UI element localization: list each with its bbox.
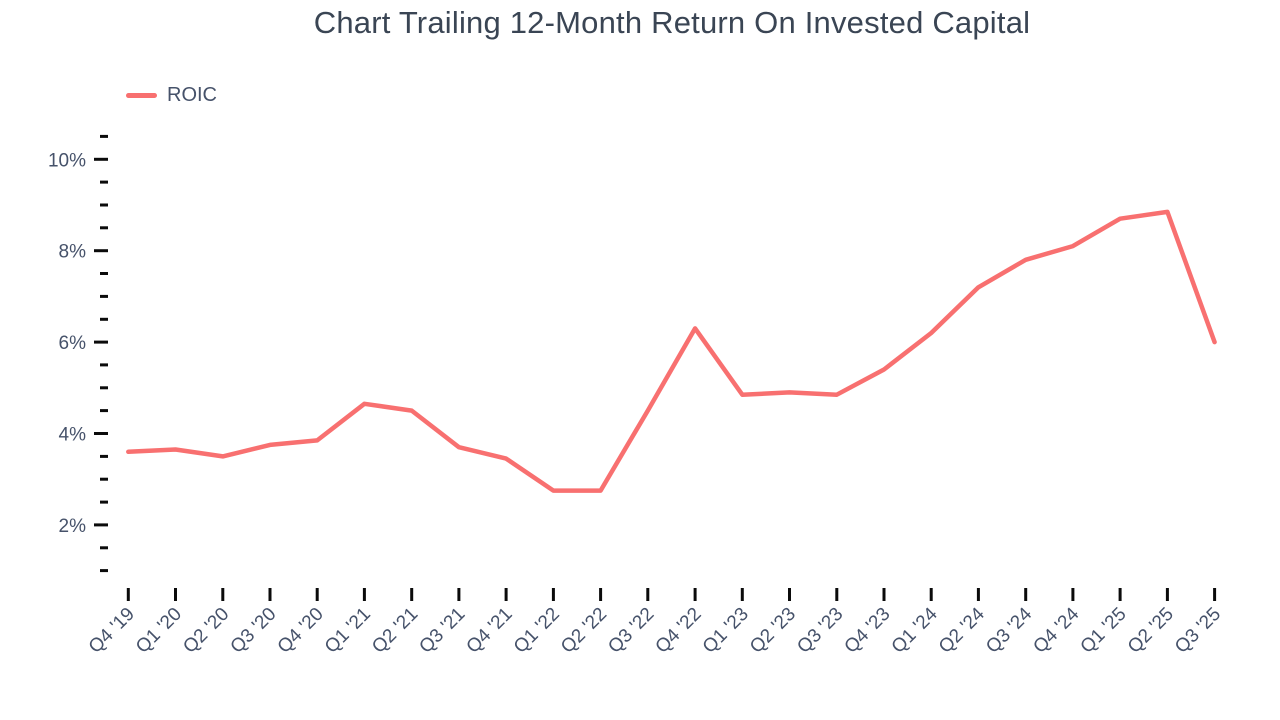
y-axis-label: 4% [59, 425, 87, 446]
x-axis-label: Q3 '25 [1171, 604, 1225, 658]
x-axis-label: Q4 '23 [841, 604, 895, 658]
x-axis-label: Q1 '20 [132, 604, 186, 658]
x-axis-label: Q1 '25 [1077, 604, 1131, 658]
legend: ROIC [126, 84, 217, 107]
x-axis-label: Q4 '24 [1029, 603, 1083, 657]
y-axis-label: 8% [59, 242, 87, 263]
x-axis-label: Q2 '24 [935, 603, 989, 657]
x-axis-label: Q2 '21 [368, 604, 422, 658]
x-axis-label: Q1 '21 [321, 604, 375, 658]
x-axis-label: Q3 '20 [227, 604, 281, 658]
x-axis-label: Q3 '22 [604, 604, 658, 658]
x-axis-label: Q2 '23 [746, 604, 800, 658]
chart-title: Chart Trailing 12-Month Return On Invest… [313, 5, 1031, 40]
x-axis-label: Q2 '20 [179, 604, 233, 658]
x-axis-label: Q4 '20 [274, 604, 328, 658]
x-axis-label: Q1 '24 [888, 603, 942, 657]
x-axis-label: Q2 '25 [1124, 604, 1178, 658]
legend-line-swatch [126, 93, 157, 98]
y-axis-label: 6% [59, 333, 87, 354]
x-axis-label: Q4 '19 [85, 604, 139, 658]
legend-series-label: ROIC [167, 84, 217, 106]
x-axis-label: Q3 '23 [793, 604, 847, 658]
x-axis-label: Q1 '22 [510, 604, 564, 658]
x-axis-label: Q3 '24 [982, 603, 1036, 657]
x-axis-label: Q4 '21 [463, 604, 517, 658]
x-axis-label: Q1 '23 [699, 604, 753, 658]
roic-line [126, 209, 1217, 493]
x-axis-label: Q3 '21 [415, 604, 469, 658]
x-axis-label: Q4 '22 [652, 604, 706, 658]
x-axis-label: Q2 '22 [557, 604, 611, 658]
y-axis-label: 10% [48, 150, 86, 171]
y-axis-label: 2% [59, 516, 87, 537]
